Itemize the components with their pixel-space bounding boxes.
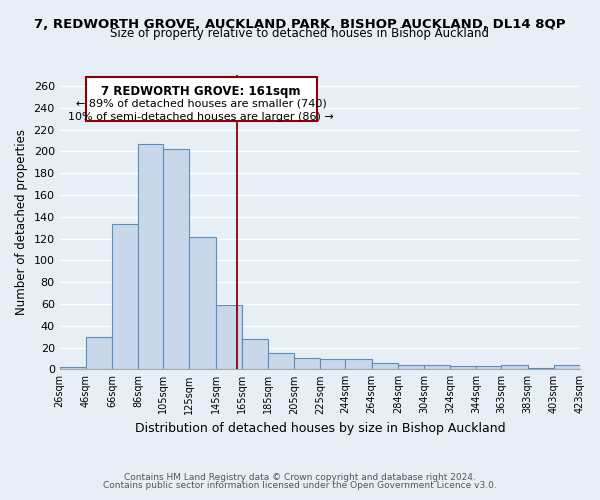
Bar <box>112 224 139 370</box>
FancyBboxPatch shape <box>86 77 317 121</box>
Bar <box>242 339 268 370</box>
Bar <box>424 365 450 370</box>
Bar <box>294 358 320 370</box>
Text: 10% of semi-detached houses are larger (86) →: 10% of semi-detached houses are larger (… <box>68 112 334 122</box>
Bar <box>346 360 371 370</box>
X-axis label: Distribution of detached houses by size in Bishop Auckland: Distribution of detached houses by size … <box>134 422 505 435</box>
Text: Size of property relative to detached houses in Bishop Auckland: Size of property relative to detached ho… <box>110 28 490 40</box>
Text: 7 REDWORTH GROVE: 161sqm: 7 REDWORTH GROVE: 161sqm <box>101 85 301 98</box>
Text: ← 89% of detached houses are smaller (740): ← 89% of detached houses are smaller (74… <box>76 99 326 109</box>
Bar <box>476 366 502 370</box>
Text: 7, REDWORTH GROVE, AUCKLAND PARK, BISHOP AUCKLAND, DL14 8QP: 7, REDWORTH GROVE, AUCKLAND PARK, BISHOP… <box>34 18 566 30</box>
Bar <box>190 238 215 370</box>
Bar <box>371 363 398 370</box>
Bar <box>527 368 554 370</box>
Text: Contains HM Land Registry data © Crown copyright and database right 2024.: Contains HM Land Registry data © Crown c… <box>124 472 476 482</box>
Bar <box>59 367 86 370</box>
Bar <box>450 366 476 370</box>
Text: Contains public sector information licensed under the Open Government Licence v3: Contains public sector information licen… <box>103 481 497 490</box>
Bar <box>139 144 163 370</box>
Bar <box>86 336 112 370</box>
Bar <box>268 353 294 370</box>
Bar <box>398 365 424 370</box>
Bar <box>554 365 580 370</box>
Y-axis label: Number of detached properties: Number of detached properties <box>15 129 28 315</box>
Bar <box>320 360 346 370</box>
Bar <box>215 305 242 370</box>
Bar <box>163 149 190 370</box>
Bar <box>502 365 527 370</box>
